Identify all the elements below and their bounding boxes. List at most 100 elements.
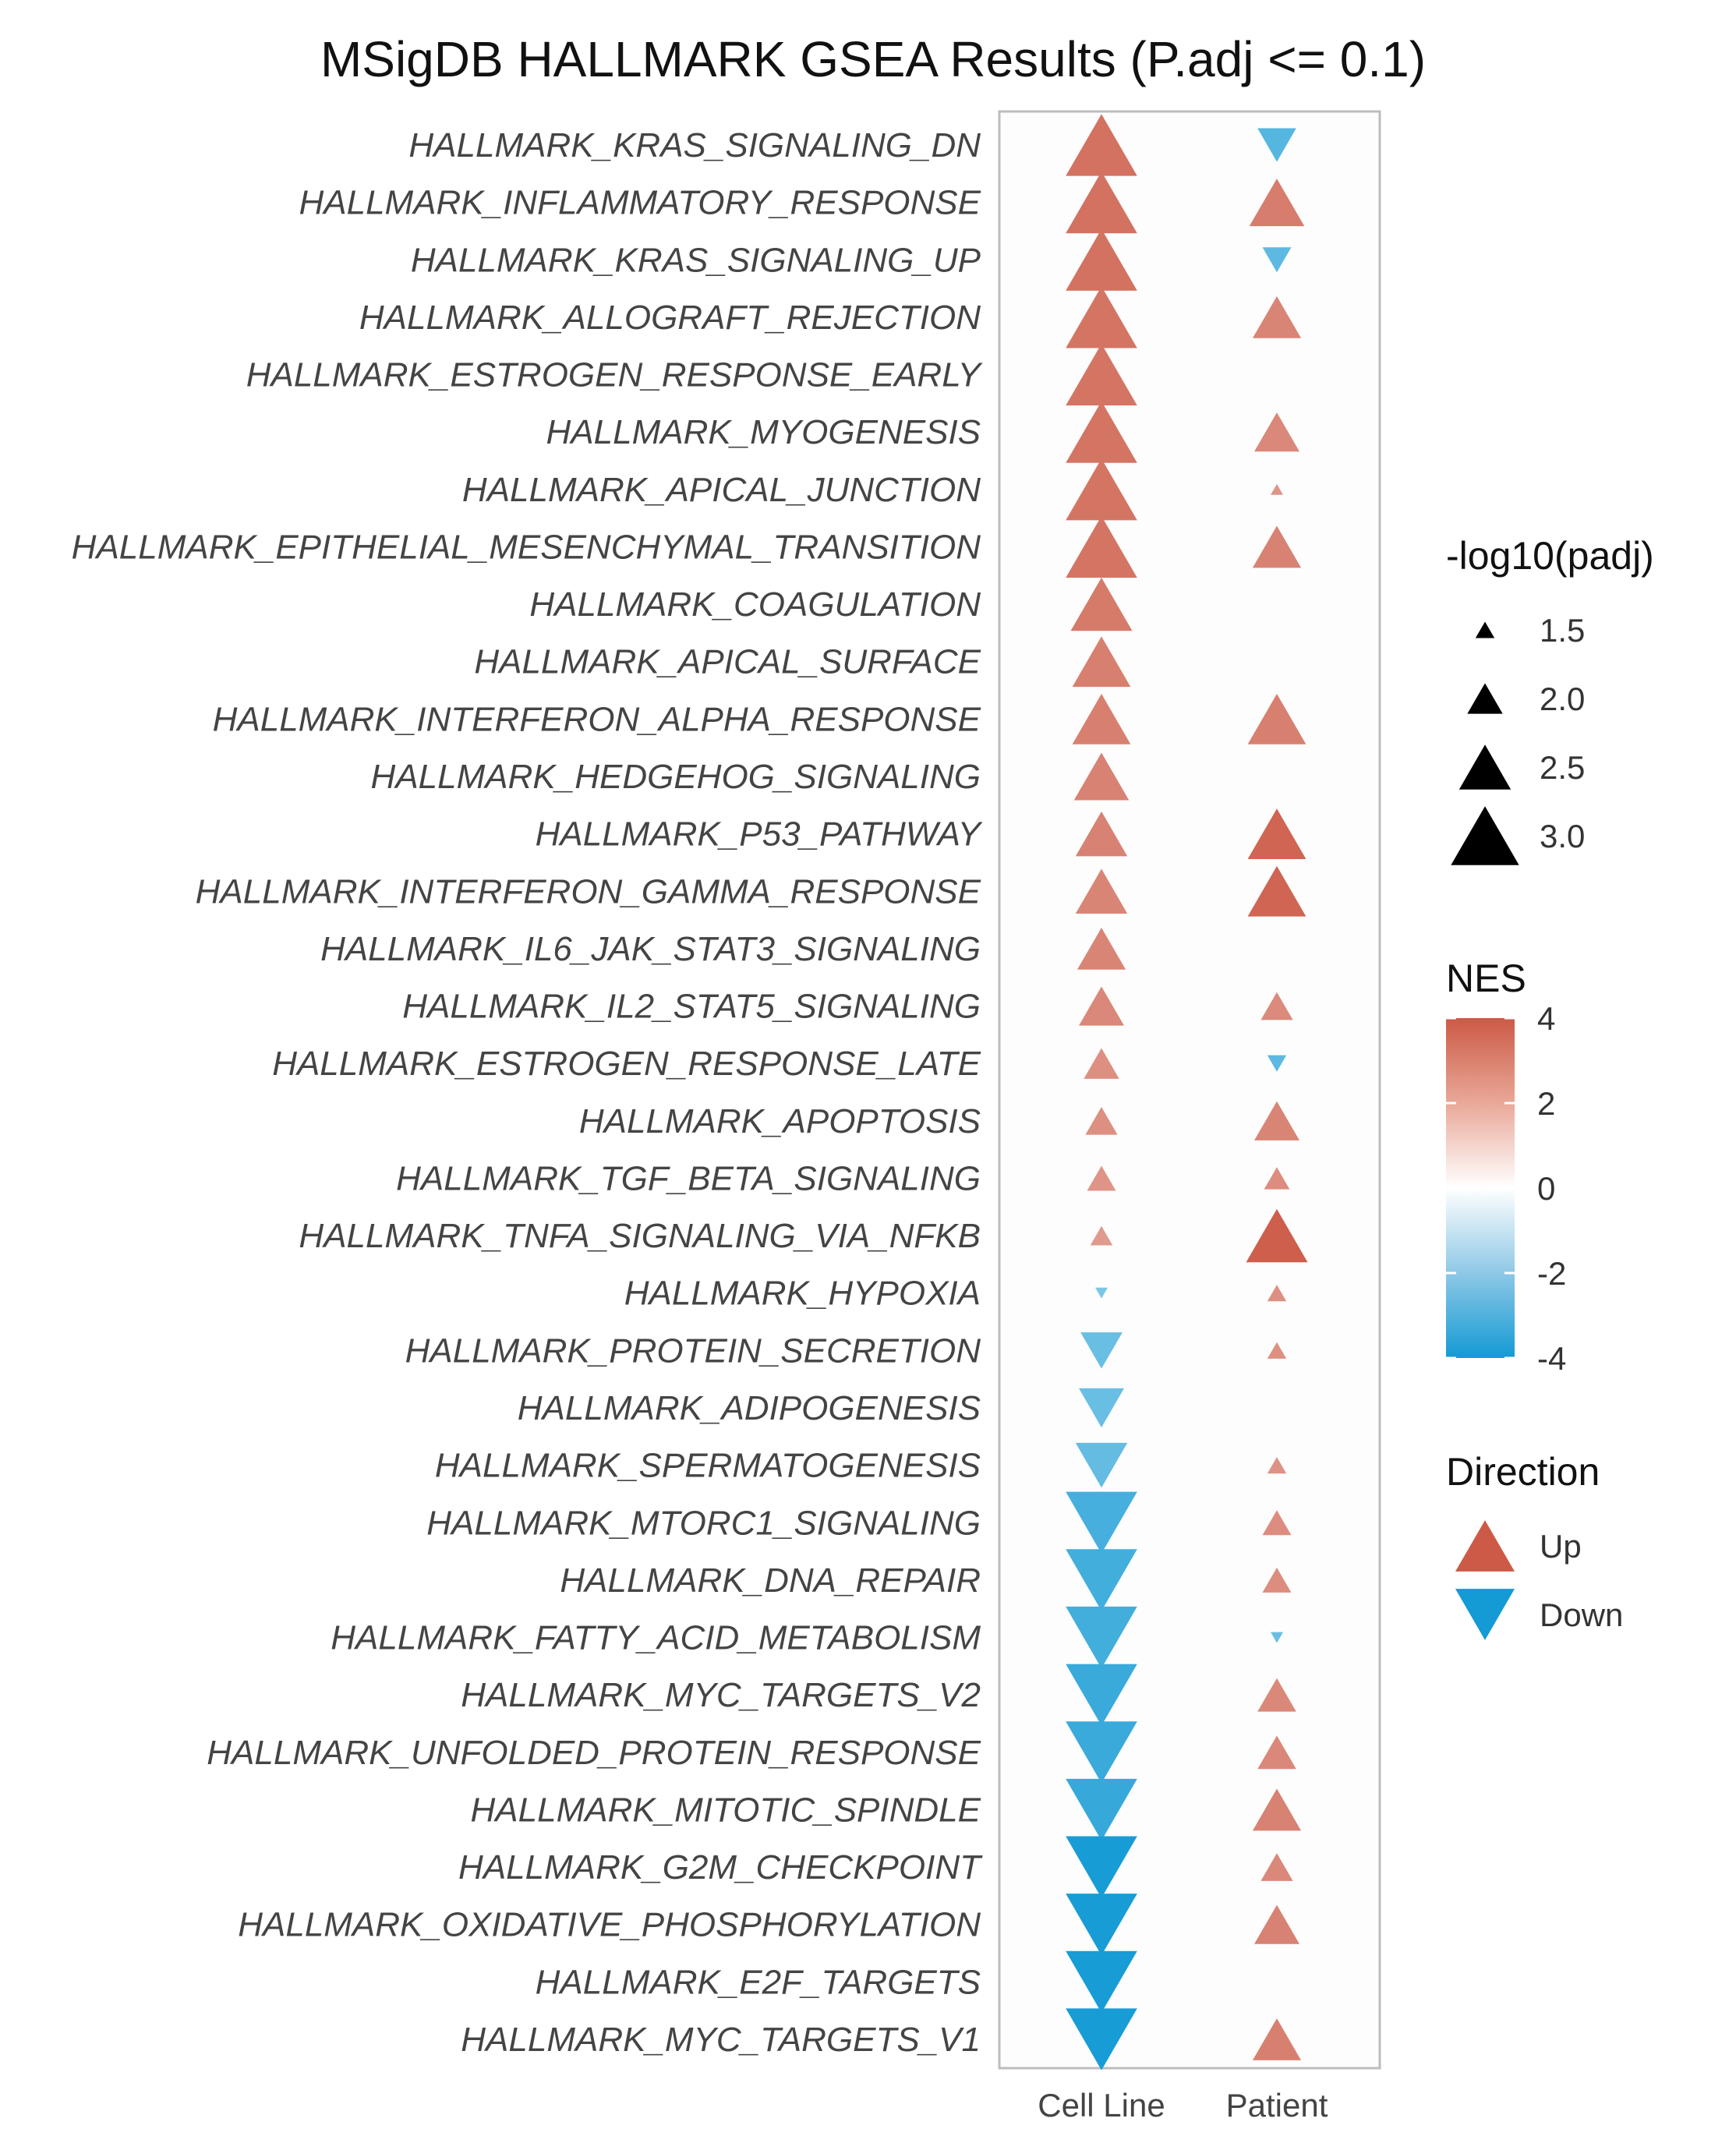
size-legend-marker <box>1475 621 1495 638</box>
marker-patient <box>1252 296 1302 338</box>
size-legend-label: 1.5 <box>1540 612 1585 649</box>
marker-cell-line <box>1066 1491 1137 1554</box>
marker-cell-line <box>1066 1894 1137 1956</box>
pathway-label: HALLMARK_HEDGEHOG_SIGNALING <box>371 758 981 796</box>
marker-patient <box>1260 992 1293 1020</box>
pathway-label: HALLMARK_ESTROGEN_RESPONSE_LATE <box>272 1045 981 1083</box>
nes-tick-label: -4 <box>1537 1340 1566 1377</box>
marker-patient <box>1247 694 1306 744</box>
size-legend-marker <box>1451 806 1519 865</box>
marker-patient <box>1254 412 1299 452</box>
size-legend-label: 3.0 <box>1540 818 1585 854</box>
pathway-label: HALLMARK_ESTROGEN_RESPONSE_EARLY <box>246 356 983 394</box>
size-legend-label: 2.5 <box>1540 749 1585 786</box>
pathway-label: HALLMARK_HYPOXIA <box>624 1275 981 1313</box>
nes-legend-title: NES <box>1446 957 1526 1000</box>
marker-cell-line <box>1084 1048 1119 1079</box>
x-tick-label: Cell Line <box>1038 2087 1165 2124</box>
pathway-label: HALLMARK_IL2_STAT5_SIGNALING <box>402 988 981 1026</box>
pathway-label: HALLMARK_UNFOLDED_PROTEIN_RESPONSE <box>207 1734 981 1772</box>
pathway-label: HALLMARK_MTORC1_SIGNALING <box>426 1504 981 1542</box>
pathway-label: HALLMARK_MITOTIC_SPINDLE <box>471 1791 981 1829</box>
size-legend-title: -log10(padj) <box>1446 534 1654 578</box>
marker-cell-line <box>1066 1950 1137 2013</box>
marker-cell-line <box>1066 1721 1137 1784</box>
pathway-label: HALLMARK_PROTEIN_SECRETION <box>405 1331 981 1370</box>
marker-cell-line <box>1077 928 1126 970</box>
marker-patient <box>1252 525 1302 568</box>
nes-tick-label: 0 <box>1537 1170 1555 1207</box>
marker-patient <box>1267 1457 1287 1474</box>
marker-cell-line <box>1066 343 1137 406</box>
marker-cell-line <box>1066 515 1137 578</box>
size-legend-marker <box>1467 683 1503 714</box>
marker-cell-line <box>1066 172 1137 234</box>
marker-patient <box>1247 865 1306 917</box>
marker-cell-line <box>1075 811 1128 857</box>
size-legend-label: 2.0 <box>1540 681 1585 717</box>
nes-tick-label: -2 <box>1537 1255 1566 1292</box>
marker-patient <box>1257 1678 1296 1712</box>
nes-colorbar <box>1446 1018 1515 1358</box>
chart-title: MSigDB HALLMARK GSEA Results (P.adj <= 0… <box>320 31 1426 87</box>
size-legend: -log10(padj) 1.5 2.0 2.5 3.0 <box>1446 534 1654 865</box>
marker-cell-line <box>1066 2008 1137 2071</box>
marker-cell-line <box>1072 694 1131 744</box>
marker-cell-line <box>1066 1549 1137 1611</box>
pathway-label: HALLMARK_INFLAMMATORY_RESPONSE <box>299 184 981 222</box>
marker-patient <box>1249 179 1305 227</box>
marker-patient <box>1247 808 1306 859</box>
marker-patient <box>1262 1567 1292 1593</box>
pathway-label: HALLMARK_MYC_TARGETS_V1 <box>461 2021 981 2059</box>
pathway-label: HALLMARK_KRAS_SIGNALING_UP <box>411 241 981 279</box>
marker-cell-line <box>1066 114 1137 176</box>
marker-patient <box>1260 1853 1293 1881</box>
marker-cell-line <box>1087 1165 1116 1191</box>
x-tick-label: Patient <box>1226 2087 1328 2124</box>
marker-patient <box>1271 483 1283 495</box>
size-legend-marker <box>1458 744 1511 790</box>
pathway-label: HALLMARK_ALLOGRAFT_REJECTION <box>359 299 981 337</box>
pathway-label: HALLMARK_SPERMATOGENESIS <box>435 1447 981 1485</box>
marker-cell-line <box>1075 1442 1128 1488</box>
pathway-label: HALLMARK_P53_PATHWAY <box>536 815 983 854</box>
marker-cell-line <box>1066 228 1137 291</box>
pathway-label: HALLMARK_TGF_BETA_SIGNALING <box>396 1159 981 1197</box>
marker-cell-line <box>1090 1225 1113 1246</box>
marker-cell-line <box>1095 1287 1108 1299</box>
marker-cell-line <box>1066 1836 1137 1898</box>
pathway-label: HALLMARK_COAGULATION <box>529 585 981 624</box>
pathway-label: HALLMARK_TNFA_SIGNALING_VIA_NFKB <box>299 1217 981 1255</box>
marker-patient <box>1252 1788 1302 1831</box>
marker-patient <box>1271 1632 1283 1643</box>
pathway-label: HALLMARK_INTERFERON_ALPHA_RESPONSE <box>213 700 981 738</box>
pathway-labels: HALLMARK_KRAS_SIGNALING_DN HALLMARK_INFLA… <box>72 126 983 2059</box>
marker-cell-line <box>1079 986 1124 1026</box>
marker-cell-line <box>1066 286 1137 348</box>
marker-cell-line <box>1072 636 1131 688</box>
marker-patient <box>1257 128 1296 162</box>
direction-legend-label: Down <box>1540 1597 1623 1633</box>
marker-cell-line <box>1066 1606 1137 1669</box>
marker-patient <box>1264 1167 1290 1190</box>
pathway-label: HALLMARK_APOPTOSIS <box>579 1102 981 1140</box>
marker-patient <box>1246 1208 1308 1263</box>
marker-patient <box>1254 1904 1299 1944</box>
data-markers <box>1066 114 1308 2071</box>
marker-cell-line <box>1066 1664 1137 1726</box>
pathway-label: HALLMARK_EPITHELIAL_MESENCHYMAL_TRANSITI… <box>72 528 981 566</box>
pathway-label: HALLMARK_DNA_REPAIR <box>560 1561 981 1600</box>
direction-legend-marker <box>1455 1589 1515 1640</box>
x-axis-labels: Cell Line Patient <box>1038 2087 1328 2124</box>
pathway-label: HALLMARK_OXIDATIVE_PHOSPHORYLATION <box>238 1906 981 1944</box>
pathway-label: HALLMARK_APICAL_SURFACE <box>474 643 981 681</box>
nes-tick-label: 2 <box>1537 1085 1555 1122</box>
pathway-label: HALLMARK_MYOGENESIS <box>546 413 981 451</box>
pathway-label: HALLMARK_APICAL_JUNCTION <box>462 471 981 509</box>
marker-patient <box>1267 1342 1287 1359</box>
pathway-label: HALLMARK_INTERFERON_GAMMA_RESPONSE <box>196 872 981 911</box>
marker-cell-line <box>1085 1106 1118 1135</box>
plot-panel <box>998 110 1381 2070</box>
marker-cell-line <box>1070 577 1133 631</box>
